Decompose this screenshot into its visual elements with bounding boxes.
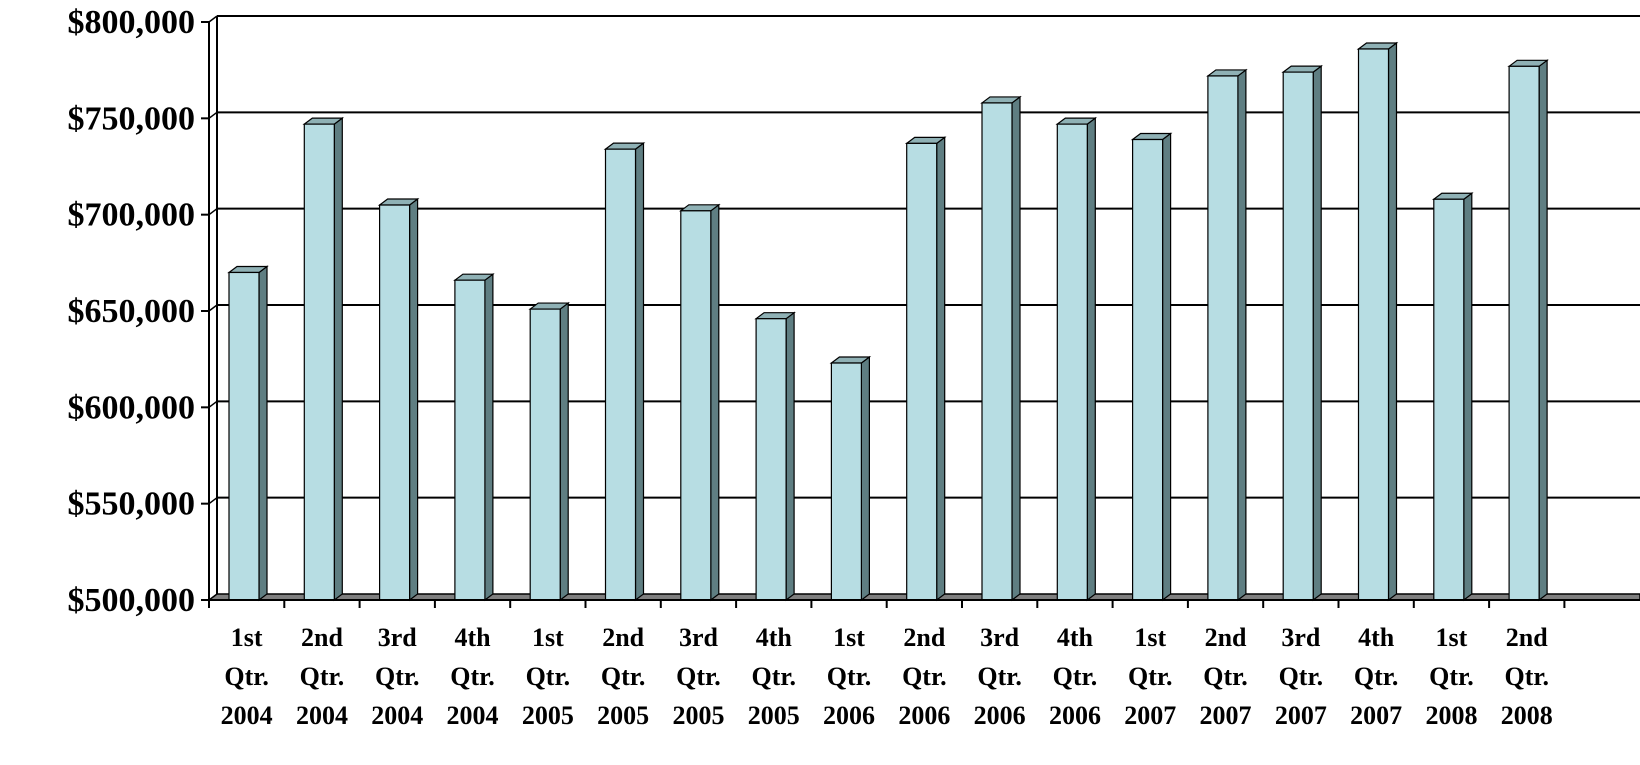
y-tick-label: $650,000: [68, 293, 196, 330]
bar: [904, 136, 947, 602]
y-tick-label: $500,000: [68, 582, 196, 619]
x-tick-label: 2nd Qtr. 2005: [597, 623, 649, 730]
bar: [1055, 116, 1098, 602]
y-axis-labels: $500,000 $550,000 $600,000 $650,000 $700,000…: [68, 4, 196, 619]
x-tick-label: 1st Qtr. 2004: [221, 623, 273, 730]
bar-side: [860, 355, 871, 602]
x-tick-label: 2nd Qtr. 2008: [1501, 623, 1553, 730]
x-tick-label: 3rd Qtr. 2007: [1275, 623, 1327, 730]
y-tick-label: $750,000: [68, 100, 196, 137]
x-tick-label: 1st Qtr. 2006: [823, 623, 875, 730]
bar: [1432, 192, 1474, 602]
x-tick-label: 1st Qtr. 2008: [1425, 623, 1477, 730]
bar-front: [680, 210, 712, 601]
bar-side: [710, 203, 720, 602]
side-wall-gridline: [208, 111, 218, 119]
bar: [829, 355, 872, 602]
x-tick-label: 1st Qtr. 2007: [1124, 623, 1176, 730]
bar-side: [559, 301, 569, 602]
x-tick-label: 4th Qtr. 2007: [1350, 623, 1402, 730]
side-wall-gridline: [208, 400, 218, 408]
side-wall-gridline: [208, 15, 218, 23]
bar: [453, 272, 495, 602]
x-tick-label: 4th Qtr. 2005: [748, 623, 800, 730]
axes: [201, 21, 1640, 608]
bar: [980, 95, 1022, 602]
bar-front: [1282, 71, 1314, 601]
bar: [678, 203, 721, 602]
bar-front: [1056, 123, 1088, 601]
side-wall-gridline: [208, 497, 218, 505]
bar: [1206, 68, 1248, 602]
bar-side: [1463, 192, 1473, 602]
y-tick-label: $600,000: [68, 389, 196, 426]
bar: [754, 311, 796, 602]
bar-side: [634, 141, 645, 602]
y-tick-label: $550,000: [68, 486, 196, 523]
x-tick-label: 3rd Qtr. 2004: [371, 623, 423, 730]
side-wall-gridline: [208, 304, 218, 312]
bar: [1507, 59, 1549, 602]
bar: [1281, 64, 1323, 602]
bar-front: [379, 204, 411, 601]
bar-front: [1357, 48, 1390, 601]
bar-side: [409, 197, 419, 602]
bar-side: [1312, 64, 1322, 602]
bars: [227, 41, 1549, 602]
bar-side: [1086, 116, 1096, 602]
x-tick-label: 2nd Qtr. 2006: [898, 623, 950, 730]
bar-side: [785, 311, 795, 602]
bar-front: [906, 142, 938, 601]
bar: [227, 265, 269, 602]
x-tick-label: 2nd Qtr. 2007: [1200, 623, 1252, 730]
bar-side: [1538, 59, 1548, 602]
bar: [377, 197, 420, 602]
bar-front: [303, 123, 335, 601]
bar-front: [1433, 198, 1465, 601]
bar-front: [529, 308, 561, 601]
bar-side: [333, 116, 343, 602]
x-tick-label: 2nd Qtr. 2004: [296, 623, 348, 730]
bar-side: [1161, 132, 1172, 602]
bar-front: [1207, 75, 1239, 601]
y-tick-label: $800,000: [68, 4, 196, 41]
bar-side: [484, 272, 494, 602]
x-tick-label: 4th Qtr. 2004: [447, 623, 499, 730]
bar: [1130, 132, 1173, 602]
y-tick-label: $700,000: [68, 197, 196, 234]
x-tick-label: 4th Qtr. 2006: [1049, 623, 1101, 730]
bar: [603, 141, 646, 602]
x-tick-label: 3rd Qtr. 2006: [974, 623, 1026, 730]
x-axis-labels: 1st Qtr. 2004 2nd Qtr. 2004 3rd Qtr. 2004 4th Qtr.…: [221, 623, 1553, 730]
bar-side: [936, 136, 946, 602]
bar-front: [1508, 65, 1540, 601]
bar-front: [1131, 138, 1164, 601]
bar-side: [1387, 41, 1398, 602]
bar-front: [604, 148, 637, 601]
bar-front: [755, 318, 787, 601]
bar-front: [454, 279, 486, 601]
x-tick-label: 1st Qtr. 2005: [522, 623, 574, 730]
bar-side: [258, 265, 268, 602]
x-tick-label: 3rd Qtr. 2005: [672, 623, 724, 730]
side-wall-gridline: [208, 208, 218, 216]
bar: [302, 116, 345, 602]
bar-side: [1237, 68, 1247, 602]
bar-front: [981, 102, 1013, 601]
bar-front: [228, 271, 260, 601]
bar-side: [1011, 95, 1021, 602]
bar: [1356, 41, 1399, 602]
bar: [528, 301, 571, 602]
bar-front: [830, 362, 863, 601]
